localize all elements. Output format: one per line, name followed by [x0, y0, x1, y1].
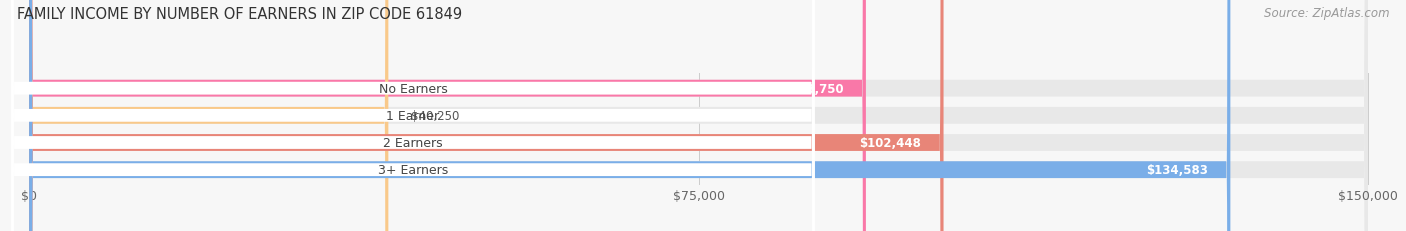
Text: 3+ Earners: 3+ Earners — [378, 164, 449, 176]
Text: FAMILY INCOME BY NUMBER OF EARNERS IN ZIP CODE 61849: FAMILY INCOME BY NUMBER OF EARNERS IN ZI… — [17, 7, 463, 22]
FancyBboxPatch shape — [30, 0, 1230, 231]
FancyBboxPatch shape — [30, 0, 1368, 231]
FancyBboxPatch shape — [11, 0, 814, 231]
Text: $134,583: $134,583 — [1146, 164, 1208, 176]
Text: 2 Earners: 2 Earners — [382, 137, 443, 149]
Text: $102,448: $102,448 — [859, 137, 921, 149]
FancyBboxPatch shape — [11, 0, 814, 231]
FancyBboxPatch shape — [30, 0, 388, 231]
FancyBboxPatch shape — [30, 0, 1368, 231]
FancyBboxPatch shape — [11, 0, 814, 231]
Text: $93,750: $93,750 — [790, 82, 844, 95]
FancyBboxPatch shape — [30, 0, 1368, 231]
Text: Source: ZipAtlas.com: Source: ZipAtlas.com — [1264, 7, 1389, 20]
FancyBboxPatch shape — [30, 0, 943, 231]
Text: 1 Earner: 1 Earner — [387, 109, 440, 122]
Text: $40,250: $40,250 — [411, 109, 458, 122]
FancyBboxPatch shape — [30, 0, 866, 231]
FancyBboxPatch shape — [30, 0, 1368, 231]
Text: No Earners: No Earners — [378, 82, 447, 95]
FancyBboxPatch shape — [11, 0, 814, 231]
